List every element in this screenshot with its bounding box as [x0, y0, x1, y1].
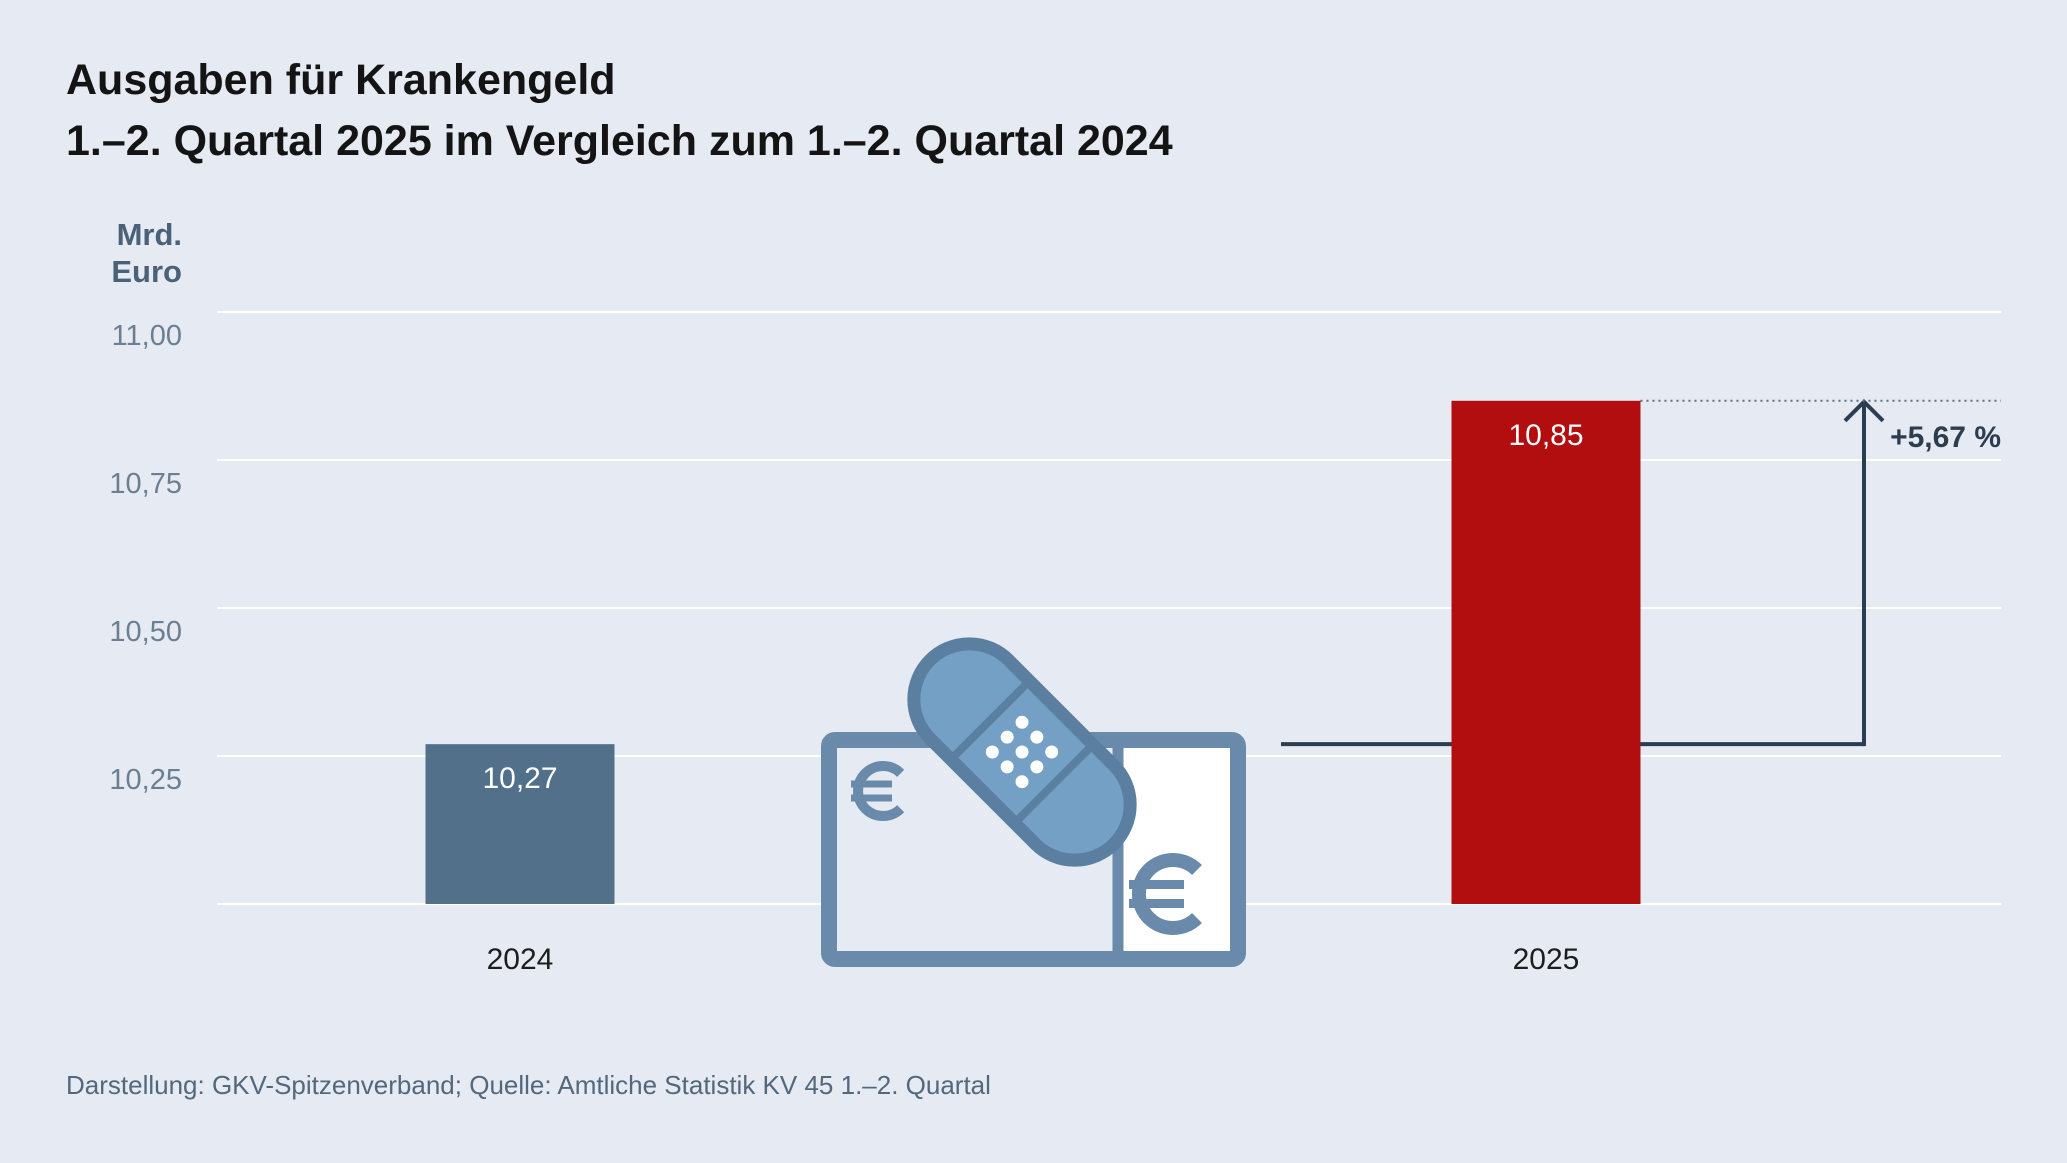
y-tick-label: 10,75: [109, 468, 182, 500]
x-tick-label: 2024: [487, 943, 554, 976]
source-note: Darstellung: GKV-Spitzenverband; Quelle:…: [66, 1070, 991, 1100]
bar-2025: [1451, 400, 1641, 904]
bar-value-label: 10,85: [1508, 419, 1583, 452]
bar-value-label: 10,27: [482, 762, 557, 795]
bars: 10,27 10,85: [425, 400, 1641, 904]
y-tick-labels: 11,00 10,75 10,50 10,25: [109, 320, 182, 796]
bandage-pad-dots: [985, 715, 1059, 789]
y-axis-unit-line-2: Euro: [111, 254, 182, 289]
growth-label: +5,67 %: [1890, 421, 2001, 454]
bar-2024: [425, 744, 615, 904]
y-tick-label: 11,00: [112, 320, 182, 352]
euro-small-icon: [851, 761, 905, 821]
x-tick-label: 2025: [1513, 943, 1580, 976]
y-tick-label: 10,25: [109, 764, 182, 796]
euro-large-icon: [1129, 853, 1202, 935]
chart-subtitle: 1.–2. Quartal 2025 im Vergleich zum 1.–2…: [66, 117, 1173, 165]
x-tick-labels: 2024 2025: [487, 943, 1580, 976]
chart-title: Ausgaben für Krankengeld: [66, 56, 616, 104]
banknote-bandage-illustration: [821, 637, 1246, 967]
y-axis-unit-line-1: Mrd.: [117, 217, 182, 252]
y-tick-label: 10,50: [109, 616, 182, 648]
